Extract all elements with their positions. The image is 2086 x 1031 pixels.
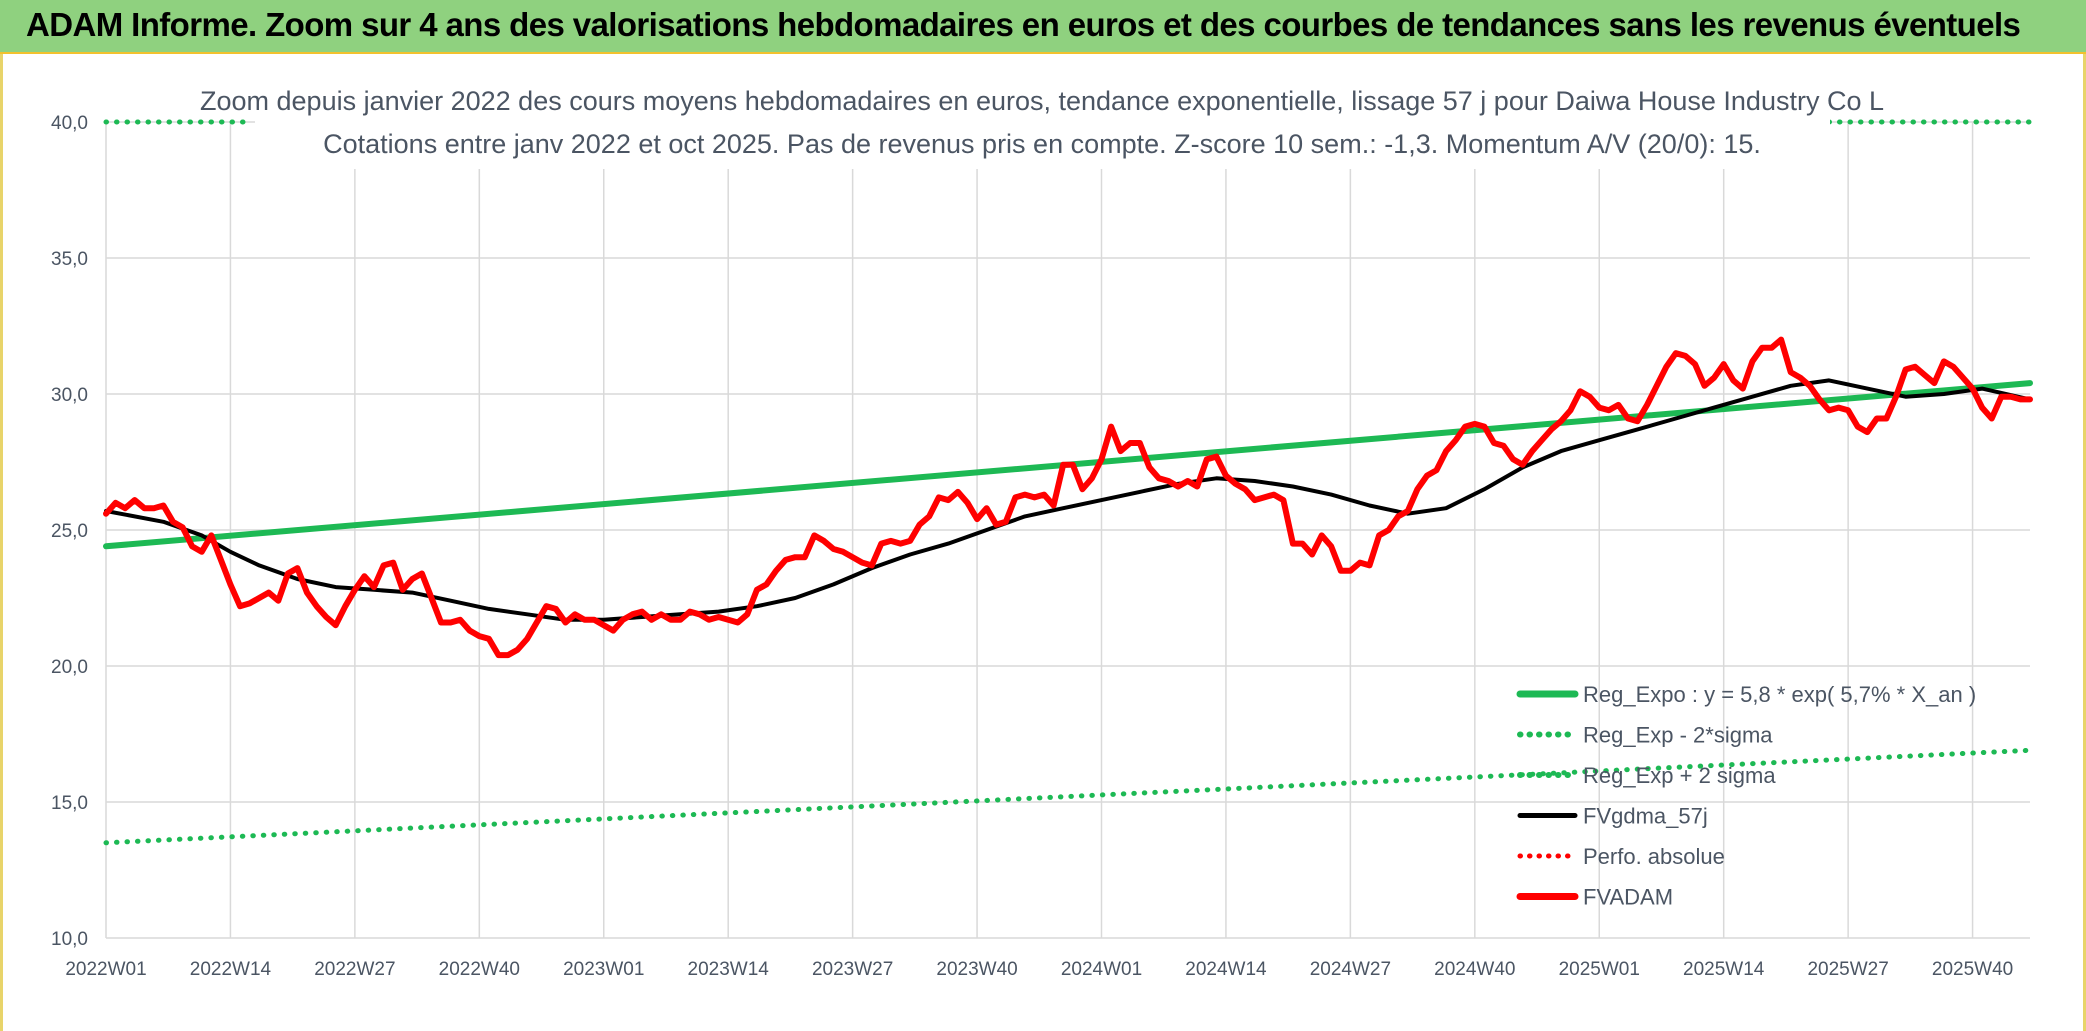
x-tick-label: 2023W14 xyxy=(688,959,770,980)
y-tick-label: 30,0 xyxy=(51,385,88,406)
x-tick-label: 2022W01 xyxy=(65,959,146,980)
header-banner: ADAM Informe. Zoom sur 4 ans des valoris… xyxy=(0,0,2086,54)
y-tick-label: 40,0 xyxy=(51,113,88,134)
legend-label: Perfo. absolue xyxy=(1583,844,1725,869)
x-tick-label: 2024W40 xyxy=(1434,959,1515,980)
x-tick-label: 2025W01 xyxy=(1559,959,1640,980)
y-tick-label: 15,0 xyxy=(51,793,88,814)
chart-title-line-1: Zoom depuis janvier 2022 des cours moyen… xyxy=(200,86,1884,116)
x-tick-label: 2024W27 xyxy=(1310,959,1391,980)
x-tick-label: 2025W27 xyxy=(1807,959,1888,980)
x-tick-label: 2023W40 xyxy=(936,959,1017,980)
legend-label: FVgdma_57j xyxy=(1583,804,1708,829)
x-tick-label: 2025W14 xyxy=(1683,959,1765,980)
x-tick-label: 2024W14 xyxy=(1185,959,1267,980)
x-tick-label: 2025W40 xyxy=(1932,959,2013,980)
chart-gridlines xyxy=(105,121,2030,939)
legend-label: Reg_Exp - 2*sigma xyxy=(1583,723,1773,748)
chart-series xyxy=(103,119,2033,846)
x-tick-label: 2022W14 xyxy=(190,959,272,980)
series-line-fvgdma-57j xyxy=(104,378,2032,622)
chart-title-line-2: Cotations entre janv 2022 et oct 2025. P… xyxy=(323,129,1761,159)
chart-legend: Reg_Expo : y = 5,8 * exp( 5,7% * X_an ) R… xyxy=(1516,682,1976,910)
legend-label: Reg_Expo : y = 5,8 * exp( 5,7% * X_an ) xyxy=(1583,682,1976,707)
chart-frame xyxy=(0,54,2086,1031)
x-tick-label: 2023W01 xyxy=(563,959,644,980)
x-tick-label: 2022W27 xyxy=(314,959,395,980)
x-tick-label: 2023W27 xyxy=(812,959,893,980)
x-tick-label: 2024W01 xyxy=(1061,959,1142,980)
legend-label: FVADAM xyxy=(1583,885,1673,910)
legend-label: Reg_Exp + 2 sigma xyxy=(1583,763,1776,788)
y-tick-label: 20,0 xyxy=(51,657,88,678)
x-axis-labels: 2022W01 2022W14 2022W27 2022W40 2023W01 2023W… xyxy=(65,959,2013,980)
series-line-fvadam xyxy=(103,336,2033,659)
y-tick-label: 25,0 xyxy=(51,521,88,542)
y-tick-label: 10,0 xyxy=(51,929,88,950)
page-title: ADAM Informe. Zoom sur 4 ans des valoris… xyxy=(26,6,2021,43)
series-line-reg-exp-2-sigma xyxy=(103,747,2033,846)
y-axis-labels: 10,0 15,0 20,0 25,0 30,0 35,0 40,0 xyxy=(51,113,88,950)
y-tick-label: 35,0 xyxy=(51,249,88,270)
chart-title-background xyxy=(255,81,1830,169)
x-tick-label: 2022W40 xyxy=(439,959,520,980)
